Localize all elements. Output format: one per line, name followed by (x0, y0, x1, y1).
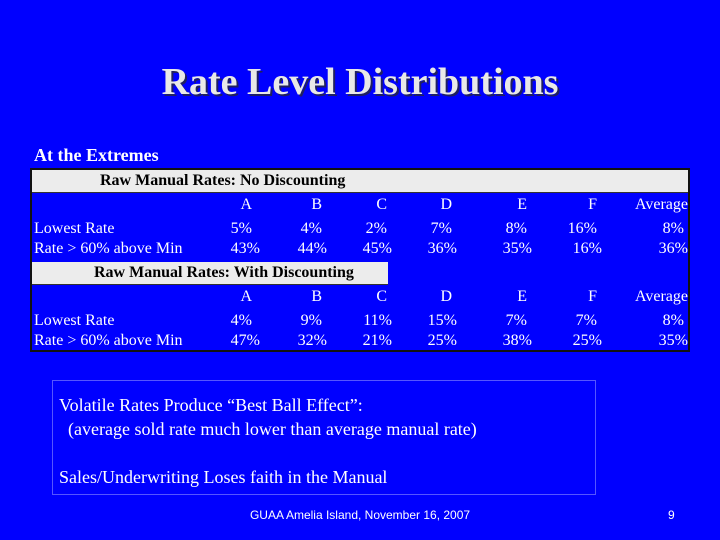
rates-table: Raw Manual Rates: No Discounting A B C D… (30, 168, 690, 352)
table-cell: 32% (297, 332, 327, 349)
callout-line: (average sold rate much lower than avera… (59, 419, 477, 439)
table-cell: 43% (230, 240, 260, 257)
slide-title: Rate Level Distributions (161, 61, 559, 103)
table-cell: 9% (300, 312, 322, 329)
col-header: B (311, 288, 322, 305)
table-cell: 2% (365, 220, 387, 237)
table-cell: 7% (430, 220, 452, 237)
col-header: E (517, 196, 527, 213)
table-cell: 47% (230, 332, 260, 349)
col-header: F (588, 288, 597, 305)
callout-line: Sales/Underwriting Loses faith in the Ma… (59, 467, 388, 487)
table-cell: 4% (230, 312, 252, 329)
row-label: Lowest Rate (34, 220, 115, 237)
table-cell: 4% (300, 220, 322, 237)
callout-line: Volatile Rates Produce “Best Ball Effect… (59, 395, 363, 415)
table-cell: 8% (662, 312, 684, 329)
table-cell: 8% (662, 220, 684, 237)
footer-text: GUAA Amelia Island, November 16, 2007 (249, 508, 471, 522)
col-header: C (376, 288, 387, 305)
table-cell: 36% (427, 240, 457, 257)
col-header: B (311, 196, 322, 213)
col-header: A (240, 196, 252, 213)
table-cell: 5% (230, 220, 252, 237)
col-header: A (240, 288, 252, 305)
table-cell: 45% (362, 240, 392, 257)
col-header: Average (635, 196, 688, 213)
section-header-with-discounting: Raw Manual Rates: With Discounting (32, 262, 388, 285)
table-cell: 8% (505, 220, 527, 237)
col-header: F (588, 196, 597, 213)
row-label: Rate > 60% above Min (34, 240, 183, 257)
table-cell: 7% (575, 312, 597, 329)
table-cell: 36% (658, 240, 688, 257)
table-cell: 25% (572, 332, 602, 349)
table-cell: 16% (572, 240, 602, 257)
section-header-no-discounting: Raw Manual Rates: No Discounting (32, 170, 688, 193)
row-label: Rate > 60% above Min (34, 332, 183, 349)
section-header-label: Raw Manual Rates: No Discounting (100, 172, 346, 189)
col-header: C (376, 196, 387, 213)
table-cell: 7% (505, 312, 527, 329)
table-cell: 15% (427, 312, 457, 329)
table-cell: 35% (502, 240, 532, 257)
col-header: D (440, 196, 452, 213)
col-header: E (517, 288, 527, 305)
table-cell: 16% (567, 220, 597, 237)
callout-box: Volatile Rates Produce “Best Ball Effect… (52, 380, 596, 495)
row-label: Lowest Rate (34, 312, 115, 329)
table-cell: 44% (297, 240, 327, 257)
slide-subtitle: At the Extremes (34, 145, 159, 165)
table-cell: 21% (362, 332, 392, 349)
section-header-label: Raw Manual Rates: With Discounting (94, 264, 354, 281)
col-header: D (440, 288, 452, 305)
table-cell: 35% (658, 332, 688, 349)
table-cell: 25% (427, 332, 457, 349)
table-cell: 38% (502, 332, 532, 349)
col-header: Average (635, 288, 688, 305)
page-number: 9 (668, 508, 675, 522)
table-cell: 11% (363, 312, 392, 329)
